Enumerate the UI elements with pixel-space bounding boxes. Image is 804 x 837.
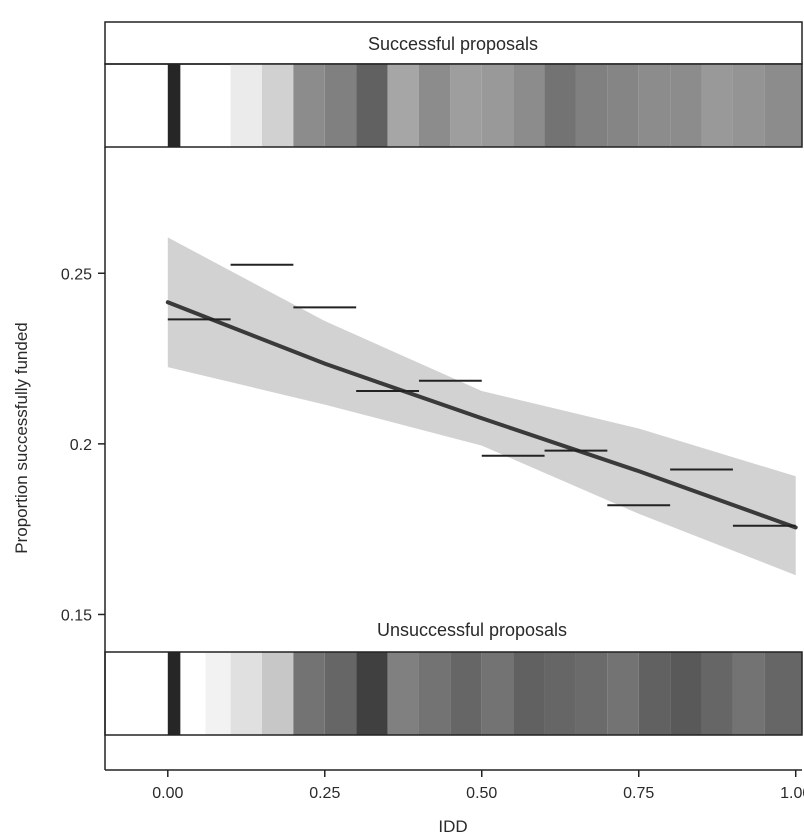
y-axis-title: Proportion successfully funded — [12, 322, 31, 554]
top-rug-strip — [261, 64, 294, 147]
y-tick-label: 0.2 — [70, 437, 92, 454]
bottom-rug-strip — [544, 652, 576, 735]
top-rug-strip — [638, 64, 671, 147]
bottom-rug-strip — [418, 652, 451, 735]
top-rug-strips — [167, 64, 802, 147]
x-tick-label: 1.00 — [780, 785, 804, 802]
top-rug-strip — [513, 64, 545, 147]
x-axis-ticks: 0.00 0.25 0.50 0.75 1.00 — [152, 770, 804, 802]
bottom-rug-strip — [205, 652, 231, 735]
top-rug-strip — [387, 64, 419, 147]
x-tick-label: 0.75 — [623, 785, 654, 802]
top-rug-strip — [764, 64, 802, 147]
bottom-rug-strip — [167, 652, 181, 735]
bottom-rug-strip — [670, 652, 702, 735]
bottom-rug-strip — [764, 652, 802, 735]
y-axis-ticks: 0.15 0.2 0.25 — [61, 266, 105, 624]
y-tick-label: 0.15 — [61, 607, 92, 624]
top-rug-strip — [356, 64, 388, 147]
bottom-rug-strip — [575, 652, 608, 735]
top-rug-strip — [732, 64, 765, 147]
bottom-rug-panel — [104, 651, 803, 736]
bottom-rug-strip — [638, 652, 671, 735]
bottom-rug-strip — [356, 652, 388, 735]
top-rug-strip — [230, 64, 262, 147]
top-rug-strip — [167, 64, 181, 147]
top-rug-strip — [481, 64, 514, 147]
confidence-band — [167, 237, 796, 576]
top-rug-strip — [418, 64, 451, 147]
binned-means-layer — [167, 263, 796, 527]
top-rug-border — [104, 63, 803, 148]
main-plot: Unsuccessful proposals — [165, 237, 798, 640]
y-tick-label: 0.25 — [61, 266, 92, 283]
x-tick-label: 0.50 — [466, 785, 497, 802]
top-rug-strip — [450, 64, 482, 147]
confidence-band-layer — [167, 237, 796, 576]
bottom-rug-strips — [167, 652, 802, 735]
top-rug-panel: Successful proposals — [104, 21, 803, 148]
x-tick-label: 0.00 — [152, 785, 183, 802]
top-panel-header — [104, 21, 803, 65]
bottom-rug-strip — [387, 652, 419, 735]
bottom-rug-strip — [701, 652, 733, 735]
top-rug-strip — [544, 64, 576, 147]
bottom-rug-strip — [481, 652, 514, 735]
bottom-rug-strip — [261, 652, 294, 735]
bottom-rug-strip — [230, 652, 262, 735]
bottom-rug-strip — [607, 652, 639, 735]
top-panel-title: Successful proposals — [368, 34, 538, 54]
bottom-panel-title: Unsuccessful proposals — [377, 620, 567, 640]
bottom-rug-strip — [293, 652, 325, 735]
x-tick-label: 0.25 — [309, 785, 340, 802]
top-rug-strip — [575, 64, 608, 147]
bottom-rug-strip — [732, 652, 765, 735]
bottom-rug-strip — [513, 652, 545, 735]
bottom-rug-strip — [324, 652, 357, 735]
x-axis-title: IDD — [438, 817, 467, 836]
top-rug-strip — [293, 64, 325, 147]
top-rug-strip — [324, 64, 357, 147]
fit-line-layer — [165, 300, 798, 530]
top-rug-strip — [701, 64, 733, 147]
fit-line — [165, 300, 798, 530]
bottom-rug-strip — [450, 652, 482, 735]
top-rug-strip — [670, 64, 702, 147]
top-rug-strip — [607, 64, 639, 147]
